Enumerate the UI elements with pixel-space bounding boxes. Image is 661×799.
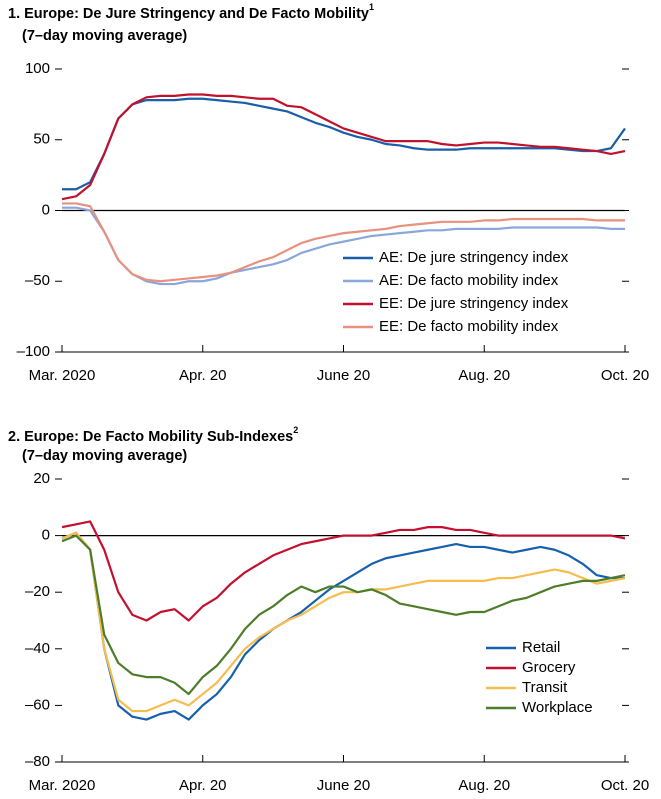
legend-label: AE: De facto mobility index [379,272,559,289]
title-footnote: 1 [369,2,374,12]
chart-title: 1. Europe: De Jure Stringency and De Fac… [8,2,374,21]
legend-label: EE: De facto mobility index [379,318,559,335]
chart-title: 2. Europe: De Facto Mobility Sub-Indexes… [8,425,298,444]
line-series [61,534,626,696]
line-series [62,202,625,283]
y-tick-label: –20 [25,583,50,600]
y-tick-label: –50 [25,272,50,289]
y-tick-label: 100 [25,60,50,77]
y-tick-label: 50 [33,131,50,148]
x-tick-label: Mar. 2020 [29,367,96,384]
line-series [62,206,625,286]
x-tick-label: Aug. 20 [458,367,510,384]
chart-subtitle: (7–day moving average) [22,28,187,44]
y-tick-label: –40 [25,640,50,657]
title-text: 2. Europe: De Facto Mobility Sub-Indexes [8,429,293,445]
x-tick-label: Mar. 2020 [29,777,96,794]
title-text: 1. Europe: De Jure Stringency and De Fac… [8,6,369,22]
x-tick-label: Aug. 20 [458,777,510,794]
x-tick-label: June 20 [317,777,370,794]
y-tick-label: 0 [42,527,50,544]
line-series [62,97,626,191]
x-tick-label: Oct. 20 [601,777,649,794]
y-tick-label: 20 [33,470,50,487]
line-series [61,520,626,622]
legend-label: Retail [522,639,560,656]
legend-label: EE: De jure stringency index [379,295,569,312]
legend-label: AE: De jure stringency index [379,249,569,266]
title-footnote: 2 [293,425,298,435]
y-tick-label: –60 [25,696,50,713]
chart-subtitle: (7–day moving average) [22,448,187,464]
x-tick-label: Apr. 20 [179,367,227,384]
line-series [61,93,626,201]
legend-label: Workplace [522,699,593,716]
x-tick-label: Oct. 20 [601,367,649,384]
y-tick-label: –80 [25,753,50,770]
x-tick-label: Apr. 20 [179,777,227,794]
legend-label: Grocery [522,659,576,676]
y-tick-label: 0 [42,201,50,218]
x-tick-label: June 20 [317,367,370,384]
line-series [61,531,626,713]
line-series [61,531,625,721]
y-tick-label: –100 [17,343,50,360]
legend-label: Transit [522,679,568,696]
